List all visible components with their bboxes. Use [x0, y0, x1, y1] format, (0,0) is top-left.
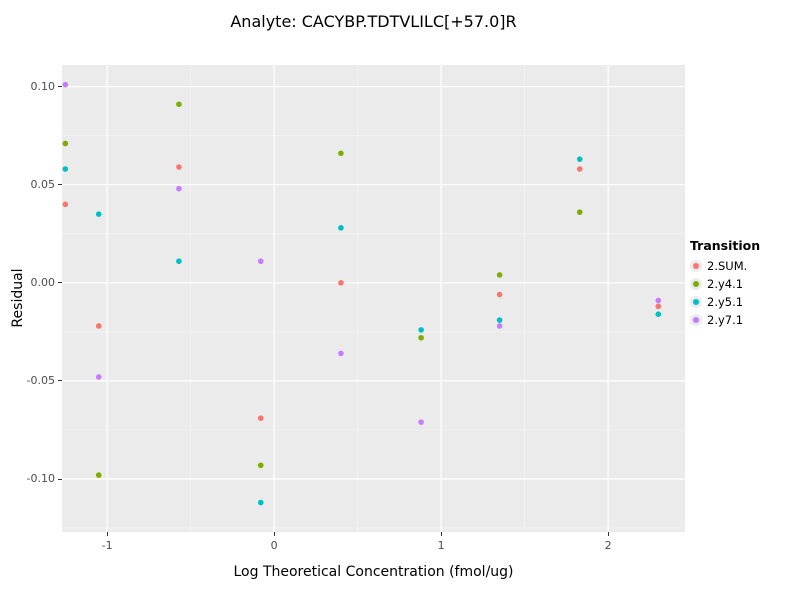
legend-items: 2.SUM. 2.y4.1 2.y5.1 2.y7.1 — [690, 259, 760, 327]
data-point-2.y4.1 — [496, 272, 503, 278]
data-point-2.y5.1 — [496, 317, 503, 323]
data-point-2.y7.1 — [338, 350, 344, 357]
data-point-2.y5.1 — [62, 166, 69, 172]
data-point-2.SUM. — [655, 303, 662, 310]
data-point-2.y4.1 — [62, 140, 69, 147]
y-axis-label: Residual — [10, 268, 26, 328]
data-point-2.y5.1 — [655, 311, 662, 317]
data-point-2.SUM. — [62, 201, 69, 208]
y-tick-mark — [58, 478, 62, 480]
data-point-2.y5.1 — [176, 258, 182, 265]
data-point-2.y4.1 — [95, 472, 102, 478]
data-point-2.SUM. — [496, 291, 503, 298]
data-point-2.y5.1 — [257, 499, 264, 506]
legend-item-2.y5.1: 2.y5.1 — [690, 295, 760, 309]
y-tick-label: 0.05 — [30, 177, 56, 191]
data-point-2.y5.1 — [576, 156, 583, 162]
data-point-2.y4.1 — [576, 209, 583, 215]
legend-item-2.y4.1: 2.y4.1 — [690, 277, 760, 291]
x-axis-label: Log Theoretical Concentration (fmol/ug) — [233, 564, 514, 580]
data-point-2.y4.1 — [418, 334, 424, 341]
legend-key-icon — [690, 296, 702, 308]
x-tick-label: 2 — [604, 539, 612, 552]
data-point-2.y7.1 — [418, 419, 424, 425]
legend-key-icon — [690, 260, 702, 272]
data-point-2.SUM. — [176, 164, 182, 170]
x-tick-mark — [607, 532, 609, 536]
legend-dot-icon — [693, 281, 699, 287]
x-tick-mark — [440, 532, 442, 536]
legend-key-icon — [690, 278, 702, 290]
data-point-2.y7.1 — [95, 374, 102, 380]
y-tick-mark — [58, 282, 62, 284]
legend-dot-icon — [693, 317, 699, 323]
data-point-2.y5.1 — [95, 211, 102, 217]
data-point-2.y4.1 — [338, 150, 344, 157]
data-point-2.SUM. — [257, 415, 264, 421]
legend-item-label: 2.y5.1 — [707, 295, 744, 309]
y-tick-label: -0.05 — [26, 373, 55, 387]
legend-item-label: 2.y7.1 — [707, 313, 744, 327]
panel-background — [62, 65, 685, 532]
data-point-2.y7.1 — [257, 258, 264, 265]
y-tick-mark — [58, 86, 62, 88]
data-point-2.y4.1 — [176, 101, 182, 108]
y-tick-mark — [58, 184, 62, 186]
x-tick-label: 0 — [270, 539, 278, 552]
x-tick-mark — [273, 532, 275, 536]
chart-title: Analyte: CACYBP.TDTVLILC[+57.0]R — [230, 12, 517, 31]
data-point-2.SUM. — [95, 323, 102, 329]
plot-panel — [62, 65, 685, 532]
legend-item-label: 2.y4.1 — [707, 277, 744, 291]
legend-title: Transition — [690, 238, 761, 253]
data-point-2.y7.1 — [176, 185, 182, 192]
data-point-2.SUM. — [576, 166, 583, 172]
legend: Transition 2.SUM. 2.y4.1 2.y5.1 2.y7.1 — [690, 238, 760, 331]
x-tick-mark — [106, 532, 108, 536]
legend-key-icon — [690, 314, 702, 326]
y-tick-mark — [58, 380, 62, 382]
x-tick-label: -1 — [101, 539, 113, 552]
legend-dot-icon — [693, 263, 699, 269]
data-point-2.y4.1 — [257, 462, 264, 469]
y-tick-label: 0.10 — [30, 79, 56, 93]
legend-item-2.y7.1: 2.y7.1 — [690, 313, 760, 327]
legend-dot-icon — [693, 299, 699, 305]
data-point-2.y5.1 — [338, 225, 344, 231]
legend-item-2.SUM.: 2.SUM. — [690, 259, 760, 273]
y-tick-label: -0.10 — [26, 472, 55, 486]
data-point-2.SUM. — [338, 280, 344, 286]
legend-item-label: 2.SUM. — [707, 259, 748, 273]
x-tick-label: 1 — [437, 539, 445, 552]
y-tick-label: 0.00 — [30, 275, 56, 289]
data-point-2.y5.1 — [418, 327, 424, 333]
data-point-2.y7.1 — [496, 323, 503, 329]
data-point-2.y7.1 — [655, 297, 662, 304]
data-point-2.y7.1 — [62, 81, 69, 88]
